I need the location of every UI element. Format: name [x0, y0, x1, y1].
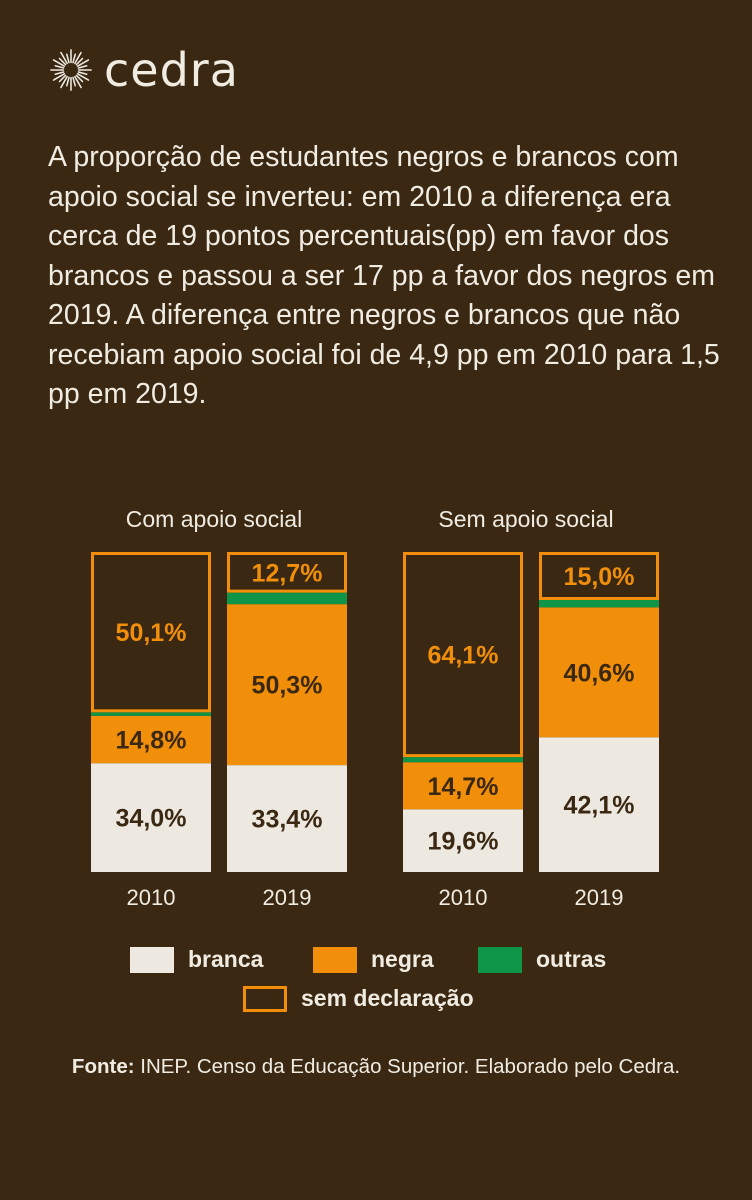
lead-paragraph: A proporção de estudantes negros e branc… — [48, 141, 720, 410]
legend-label-outras: outras — [536, 946, 607, 972]
x-tick-label-0-2019: 2019 — [263, 885, 312, 910]
x-tick-label-1-2019: 2019 — [575, 885, 624, 910]
data-label-branca-0-2010: 34,0% — [116, 805, 187, 833]
bar-segment-outras-0-2019 — [227, 592, 347, 605]
legend-item-sem-declaracao: sem declaração — [243, 985, 474, 1012]
legend-label-negra: negra — [371, 946, 434, 972]
bar-segment-outras-1-2019 — [539, 600, 659, 608]
legend-item-branca: branca — [130, 946, 263, 973]
bar-segment-branca-0-2019 — [227, 765, 347, 872]
legend-swatch-sem-declaracao — [243, 985, 287, 1012]
data-label-negra-0-2019: 50,3% — [252, 672, 323, 700]
data-label-branca-1-2019: 42,1% — [564, 792, 635, 820]
bar-segment-negra-0-2010 — [91, 715, 211, 764]
bar-segment-branca-1-2019 — [539, 737, 659, 872]
bar-segment-sem-declaracao-0-2019 — [227, 552, 347, 593]
bar-segment-sem-declaracao-1-2019 — [539, 552, 659, 600]
source-label: Fonte: — [71, 1055, 135, 1078]
legend-swatch-outras — [478, 946, 522, 973]
data-label-sem-declaracao-0-2019: 12,7% — [252, 559, 323, 587]
bar-segment-branca-1-2010 — [403, 809, 523, 872]
legend-item-outras: outras — [478, 946, 606, 973]
legend-swatch-branca — [130, 946, 174, 973]
bar-segment-sem-declaracao-1-2010 — [403, 552, 523, 758]
panel-title-com-apoio: Com apoio social — [125, 506, 303, 532]
data-label-sem-declaracao-0-2010: 50,1% — [116, 619, 187, 647]
data-label-sem-declaracao-1-2019: 15,0% — [564, 563, 635, 591]
bar-segment-negra-1-2019 — [539, 607, 659, 738]
data-label-negra-1-2010: 14,7% — [428, 773, 499, 801]
legend-item-negra: negra — [313, 946, 434, 973]
data-label-branca-0-2019: 33,4% — [252, 806, 323, 834]
bar-segment-outras-1-2010 — [403, 757, 523, 763]
data-label-sem-declaracao-1-2010: 64,1% — [428, 642, 499, 670]
legend-label-sem-declaracao: sem declaração — [301, 985, 474, 1011]
bar-segment-sem-declaracao-0-2010 — [91, 552, 211, 713]
bar-segment-negra-0-2019 — [227, 604, 347, 766]
brand-logo: cedra — [48, 40, 239, 100]
legend-label-branca: branca — [188, 946, 264, 972]
sun-burst-icon — [50, 49, 92, 91]
x-tick-label-0-2010: 2010 — [127, 885, 176, 910]
x-tick-label-1-2010: 2010 — [439, 885, 488, 910]
source-text: INEP. Censo da Educação Superior. Elabor… — [134, 1055, 681, 1078]
bar-segment-negra-1-2010 — [403, 762, 523, 810]
panel-title-sem-apoio: Sem apoio social — [438, 506, 614, 532]
source-note: Fonte: INEP. Censo da Educação Superior.… — [40, 1052, 712, 1081]
data-label-negra-0-2010: 14,8% — [116, 727, 187, 755]
data-label-negra-1-2019: 40,6% — [564, 659, 635, 687]
data-label-branca-1-2010: 19,6% — [428, 828, 499, 856]
bar-segment-branca-0-2010 — [91, 763, 211, 872]
legend-swatch-negra — [313, 946, 357, 973]
brand-name: cedra — [104, 43, 239, 97]
bar-segment-outras-0-2010 — [91, 712, 211, 716]
